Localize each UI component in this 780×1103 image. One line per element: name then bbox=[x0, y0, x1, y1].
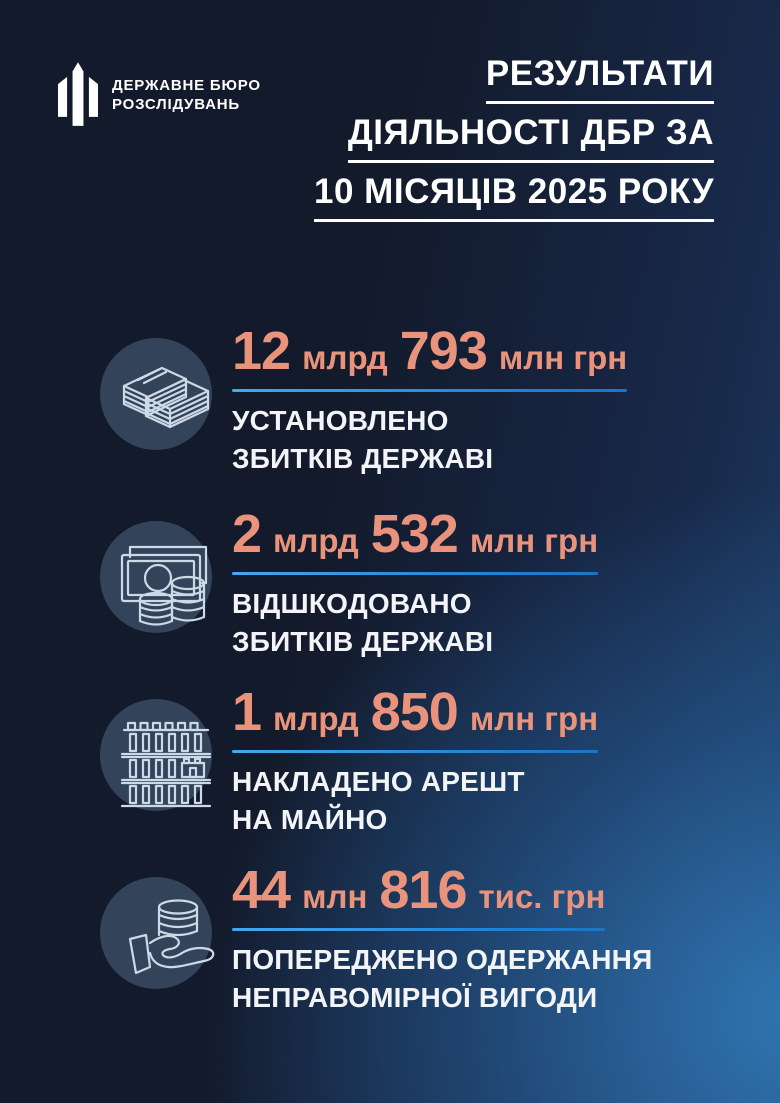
logo-text-line2: РОЗСЛІДУВАНЬ bbox=[112, 96, 240, 113]
hand-coins-icon bbox=[100, 877, 215, 989]
value-underline bbox=[232, 750, 599, 753]
stat-label-line2: ЗБИТКІВ ДЕРЖАВІ bbox=[232, 443, 494, 474]
stat-property-arrested: 1 млрд 850 млн грн НАКЛАДЕНО АРЕШТ НА МА… bbox=[100, 681, 599, 839]
stat-value-unit2: тис. грн bbox=[478, 878, 606, 915]
logo-text-line1: ДЕРЖАВНЕ БЮРО bbox=[112, 77, 261, 94]
stat-value-big1: 44 bbox=[232, 860, 291, 920]
stat-value-big2: 850 bbox=[370, 682, 459, 742]
stat-value-unit2: млн грн bbox=[498, 339, 628, 376]
value-underline bbox=[232, 389, 628, 392]
stat-label-line1: ПОПЕРЕДЖЕНО ОДЕРЖАННЯ bbox=[232, 944, 653, 975]
stat-value-unit1: млн bbox=[302, 878, 368, 915]
stat-value-big2: 816 bbox=[379, 860, 467, 920]
dbr-logo: ДЕРЖАВНЕ БЮРО РОЗСЛІДУВАНЬ bbox=[58, 60, 261, 130]
stat-label: НАКЛАДЕНО АРЕШТ НА МАЙНО bbox=[232, 763, 598, 839]
page-title: РЕЗУЛЬТАТИ ДІЯЛЬНОСТІ ДБР ЗА 10 МІСЯЦІВ … bbox=[314, 54, 714, 231]
stat-label: ВІДШКОДОВАНО ЗБИТКІВ ДЕРЖАВІ bbox=[232, 585, 598, 661]
logo-text: ДЕРЖАВНЕ БЮРО РОЗСЛІДУВАНЬ bbox=[112, 76, 261, 114]
value-underline bbox=[232, 928, 606, 931]
title-line3: 10 МІСЯЦІВ 2025 РОКУ bbox=[314, 172, 714, 222]
title-line2: ДІЯЛЬНОСТІ ДБР ЗА bbox=[347, 113, 714, 163]
stat-value: 2 млрд 532 млн грн bbox=[232, 503, 599, 575]
stat-label: ПОПЕРЕДЖЕНО ОДЕРЖАННЯ НЕПРАВОМІРНОЇ ВИГО… bbox=[232, 941, 652, 1017]
stat-value-unit2: млн грн bbox=[469, 522, 599, 559]
stat-label-line1: УСТАНОВЛЕНО bbox=[232, 405, 449, 436]
stat-value-unit1: млрд bbox=[273, 700, 359, 737]
arrested-building-icon bbox=[100, 699, 212, 811]
stat-label-line1: ВІДШКОДОВАНО bbox=[232, 588, 472, 619]
stat-label-line2: ЗБИТКІВ ДЕРЖАВІ bbox=[232, 626, 494, 657]
stat-value: 12 млрд 793 млн грн bbox=[232, 320, 628, 392]
title-line1: РЕЗУЛЬТАТИ bbox=[485, 54, 714, 104]
stat-bribe-prevented: 44 млн 816 тис. грн ПОПЕРЕДЖЕНО ОДЕРЖАНН… bbox=[100, 859, 652, 1017]
dbr-trident-icon bbox=[58, 60, 98, 130]
stat-value-unit1: млрд bbox=[273, 522, 359, 559]
stat-value-big2: 532 bbox=[370, 504, 459, 564]
stat-label-line1: НАКЛАДЕНО АРЕШТ bbox=[232, 766, 525, 797]
banknotes-stack-icon bbox=[100, 338, 212, 450]
stat-label: УСТАНОВЛЕНО ЗБИТКІВ ДЕРЖАВІ bbox=[232, 402, 627, 478]
stat-value: 44 млн 816 тис. грн bbox=[232, 859, 606, 931]
stat-value-big2: 793 bbox=[399, 321, 488, 381]
banknote-coins-icon bbox=[100, 521, 212, 633]
stat-value-unit2: млн грн bbox=[469, 700, 599, 737]
stat-value-big1: 1 bbox=[232, 682, 262, 742]
stat-damages-established: 12 млрд 793 млн грн УСТАНОВЛЕНО ЗБИТКІВ … bbox=[100, 320, 628, 478]
stat-value-big1: 2 bbox=[232, 504, 262, 564]
stat-value: 1 млрд 850 млн грн bbox=[232, 681, 599, 753]
stat-label-line2: НЕПРАВОМІРНОЇ ВИГОДИ bbox=[232, 982, 598, 1013]
stat-damages-recovered: 2 млрд 532 млн грн ВІДШКОДОВАНО ЗБИТКІВ … bbox=[100, 503, 599, 661]
stat-label-line2: НА МАЙНО bbox=[232, 804, 388, 835]
stat-value-big1: 12 bbox=[232, 321, 291, 381]
stat-value-unit1: млрд bbox=[302, 339, 388, 376]
value-underline bbox=[232, 572, 599, 575]
